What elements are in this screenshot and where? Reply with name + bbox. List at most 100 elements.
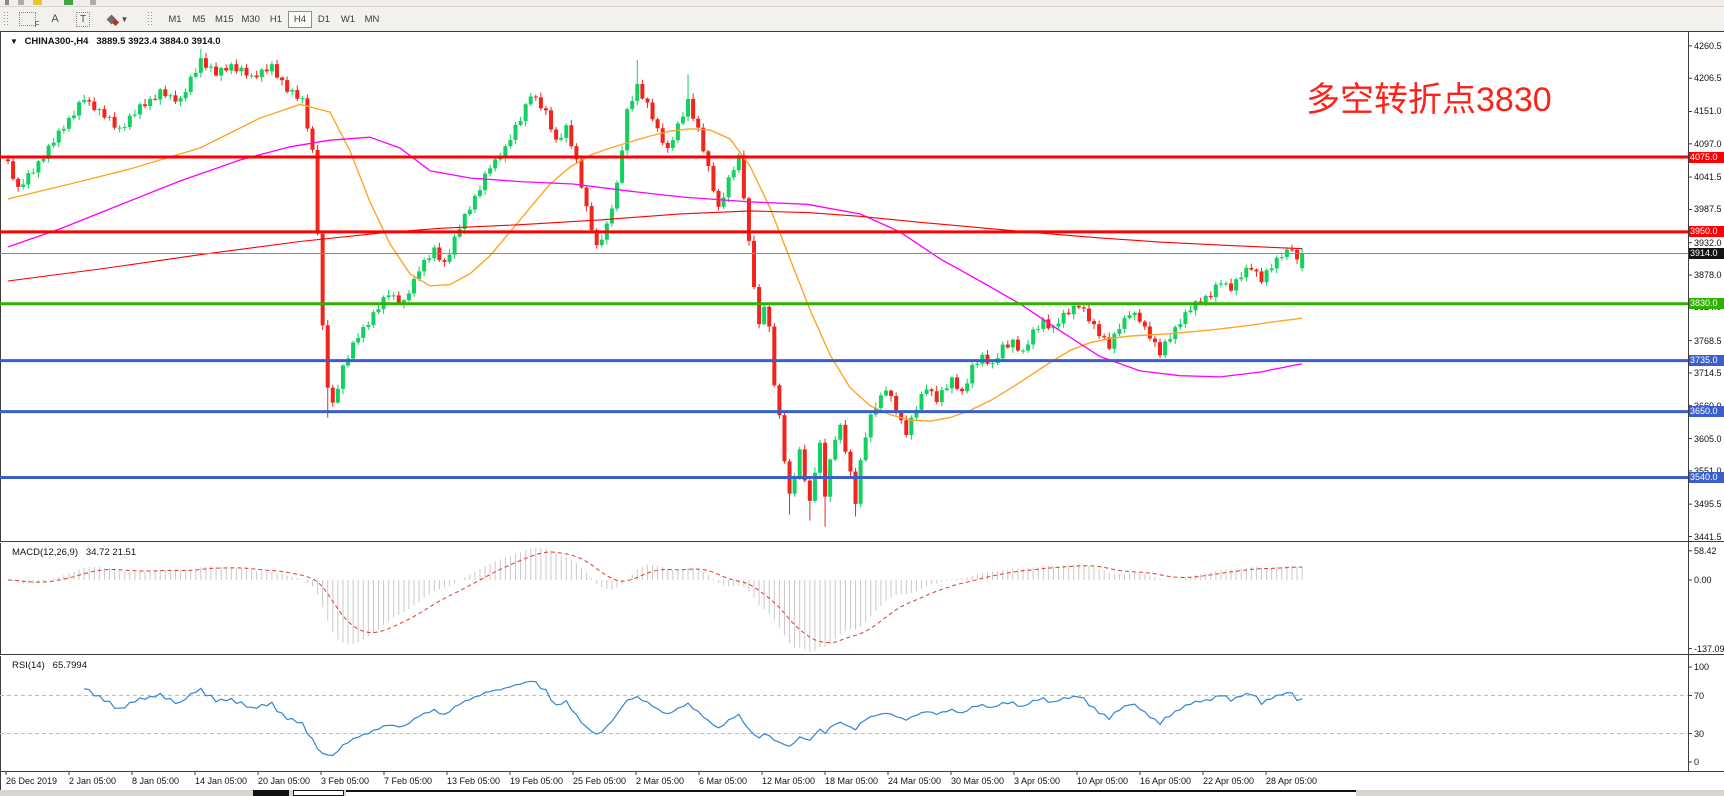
macd-axis-label[interactable]: 0.00 xyxy=(1694,575,1712,585)
candle-body xyxy=(41,158,46,162)
timeframe-button-w1[interactable]: W1 xyxy=(336,11,360,28)
time-axis-label[interactable]: 19 Feb 05:00 xyxy=(510,776,564,786)
time-axis-label[interactable]: 2 Mar 05:00 xyxy=(636,776,685,786)
candle-body xyxy=(711,165,716,191)
time-axis-label[interactable]: 26 Dec 2019 xyxy=(6,776,58,786)
candle-body xyxy=(858,460,863,504)
time-axis-label[interactable]: 16 Apr 05:00 xyxy=(1140,776,1192,786)
rsi-axis-label[interactable]: 30 xyxy=(1694,729,1705,739)
rsi-axis-label[interactable]: 70 xyxy=(1694,691,1705,701)
candle-body xyxy=(427,258,432,261)
candle-body xyxy=(122,127,127,129)
time-axis-label[interactable]: 18 Mar 05:00 xyxy=(825,776,879,786)
candle-body xyxy=(721,197,726,207)
background-windows-strip xyxy=(0,790,1724,796)
time-axis-label[interactable]: 2 Jan 05:00 xyxy=(69,776,117,786)
candle-body xyxy=(143,104,148,107)
time-axis-label[interactable]: 24 Mar 05:00 xyxy=(888,776,942,786)
time-axis-label[interactable]: 8 Jan 05:00 xyxy=(132,776,180,786)
candle-body xyxy=(660,128,665,143)
candle-body xyxy=(538,97,543,109)
candle-body xyxy=(934,391,939,403)
candle-body xyxy=(1300,253,1305,269)
candle-body xyxy=(102,109,107,118)
collapse-triangle-icon[interactable]: ▼ xyxy=(10,37,18,46)
price-tick-label[interactable]: 4260.5 xyxy=(1694,41,1722,51)
macd-axis-label[interactable]: 58.42 xyxy=(1694,546,1717,556)
text-label-icon[interactable]: A xyxy=(51,13,59,25)
candle-body xyxy=(716,190,721,207)
candle-body xyxy=(970,364,975,384)
time-axis-label[interactable]: 7 Feb 05:00 xyxy=(384,776,433,786)
arrows-shapes-icon[interactable]: ▼ xyxy=(99,10,137,28)
timeframe-button-m5[interactable]: M5 xyxy=(187,11,211,28)
candle-body xyxy=(1102,336,1107,338)
time-axis-label[interactable]: 14 Jan 05:00 xyxy=(195,776,248,786)
candle-body xyxy=(493,159,498,169)
candle-body xyxy=(645,98,650,103)
price-tick-label[interactable]: 4206.5 xyxy=(1694,73,1722,83)
candle-body xyxy=(16,178,21,187)
candle-body xyxy=(853,471,858,504)
time-axis-label[interactable]: 22 Apr 05:00 xyxy=(1203,776,1255,786)
time-axis-label[interactable]: 28 Apr 05:00 xyxy=(1266,776,1318,786)
candle-body xyxy=(508,140,513,147)
candle-body xyxy=(1289,249,1294,251)
indicator-frame-icon[interactable]: F xyxy=(15,10,40,29)
candle-body xyxy=(1254,269,1259,272)
time-axis-label[interactable]: 30 Mar 05:00 xyxy=(951,776,1005,786)
time-axis-label[interactable]: 25 Feb 05:00 xyxy=(573,776,627,786)
candle-body xyxy=(1249,267,1254,270)
clipped-icon xyxy=(18,0,24,5)
price-tick-label[interactable]: 3878.0 xyxy=(1694,270,1722,280)
time-axis-label[interactable]: 3 Feb 05:00 xyxy=(321,776,370,786)
price-tick-label[interactable]: 3441.5 xyxy=(1694,532,1722,542)
time-axis-label[interactable]: 6 Mar 05:00 xyxy=(699,776,748,786)
candle-body xyxy=(919,393,924,410)
time-axis-label[interactable]: 13 Feb 05:00 xyxy=(447,776,501,786)
candle-body xyxy=(31,172,36,174)
candle-body xyxy=(503,146,508,158)
time-axis-label[interactable]: 3 Apr 05:00 xyxy=(1014,776,1061,786)
price-tick-label[interactable]: 3495.5 xyxy=(1694,499,1722,509)
clipped-icon xyxy=(33,0,42,5)
rsi-axis-label[interactable]: 100 xyxy=(1694,662,1710,672)
candle-body xyxy=(762,306,767,325)
candle-body xyxy=(1208,295,1213,298)
candle-body xyxy=(1112,333,1117,349)
timeframe-button-mn[interactable]: MN xyxy=(360,11,384,28)
candle-body xyxy=(1178,324,1183,328)
candle-body xyxy=(691,98,696,119)
timeframe-button-m30[interactable]: M30 xyxy=(237,11,263,28)
timeframe-button-m1[interactable]: M1 xyxy=(163,11,187,28)
rsi-axis-label[interactable]: 0 xyxy=(1694,757,1700,767)
price-tick-label[interactable]: 3932.0 xyxy=(1694,238,1722,248)
price-tick-label[interactable]: 3605.0 xyxy=(1694,434,1722,444)
time-axis-label[interactable]: 12 Mar 05:00 xyxy=(762,776,816,786)
timeframe-button-h1[interactable]: H1 xyxy=(264,11,288,28)
annotation-text[interactable]: 多空转折点3830 xyxy=(1306,81,1552,119)
timeframe-button-d1[interactable]: D1 xyxy=(312,11,336,28)
timeframe-button-h4[interactable]: H4 xyxy=(287,10,312,28)
price-tick-label[interactable]: 3768.5 xyxy=(1694,336,1722,346)
price-tick-label[interactable]: 3987.5 xyxy=(1694,204,1722,214)
price-tick-label[interactable]: 4097.0 xyxy=(1694,139,1722,149)
candle-body xyxy=(675,123,680,141)
timeframe-button-m15[interactable]: M15 xyxy=(211,11,237,28)
text-box-icon[interactable]: T xyxy=(71,10,95,28)
price-tick-label[interactable]: 3551.0 xyxy=(1694,466,1722,476)
candle-body xyxy=(848,451,853,472)
candle-body xyxy=(1229,283,1234,291)
time-axis-label[interactable]: 20 Jan 05:00 xyxy=(258,776,311,786)
price-tick-label[interactable]: 4151.0 xyxy=(1694,106,1722,116)
candle-body xyxy=(442,260,447,262)
toolbar-grip[interactable] xyxy=(3,11,10,27)
price-tick-label[interactable]: 3714.5 xyxy=(1694,368,1722,378)
timeframe-toolbar-grip[interactable] xyxy=(147,11,154,27)
price-tick-label[interactable]: 4041.5 xyxy=(1694,172,1722,182)
macd-axis-label[interactable]: -137.09 xyxy=(1694,644,1724,654)
clipped-icon xyxy=(64,0,73,5)
time-axis-label[interactable]: 10 Apr 05:00 xyxy=(1077,776,1129,786)
candle-body xyxy=(843,424,848,452)
